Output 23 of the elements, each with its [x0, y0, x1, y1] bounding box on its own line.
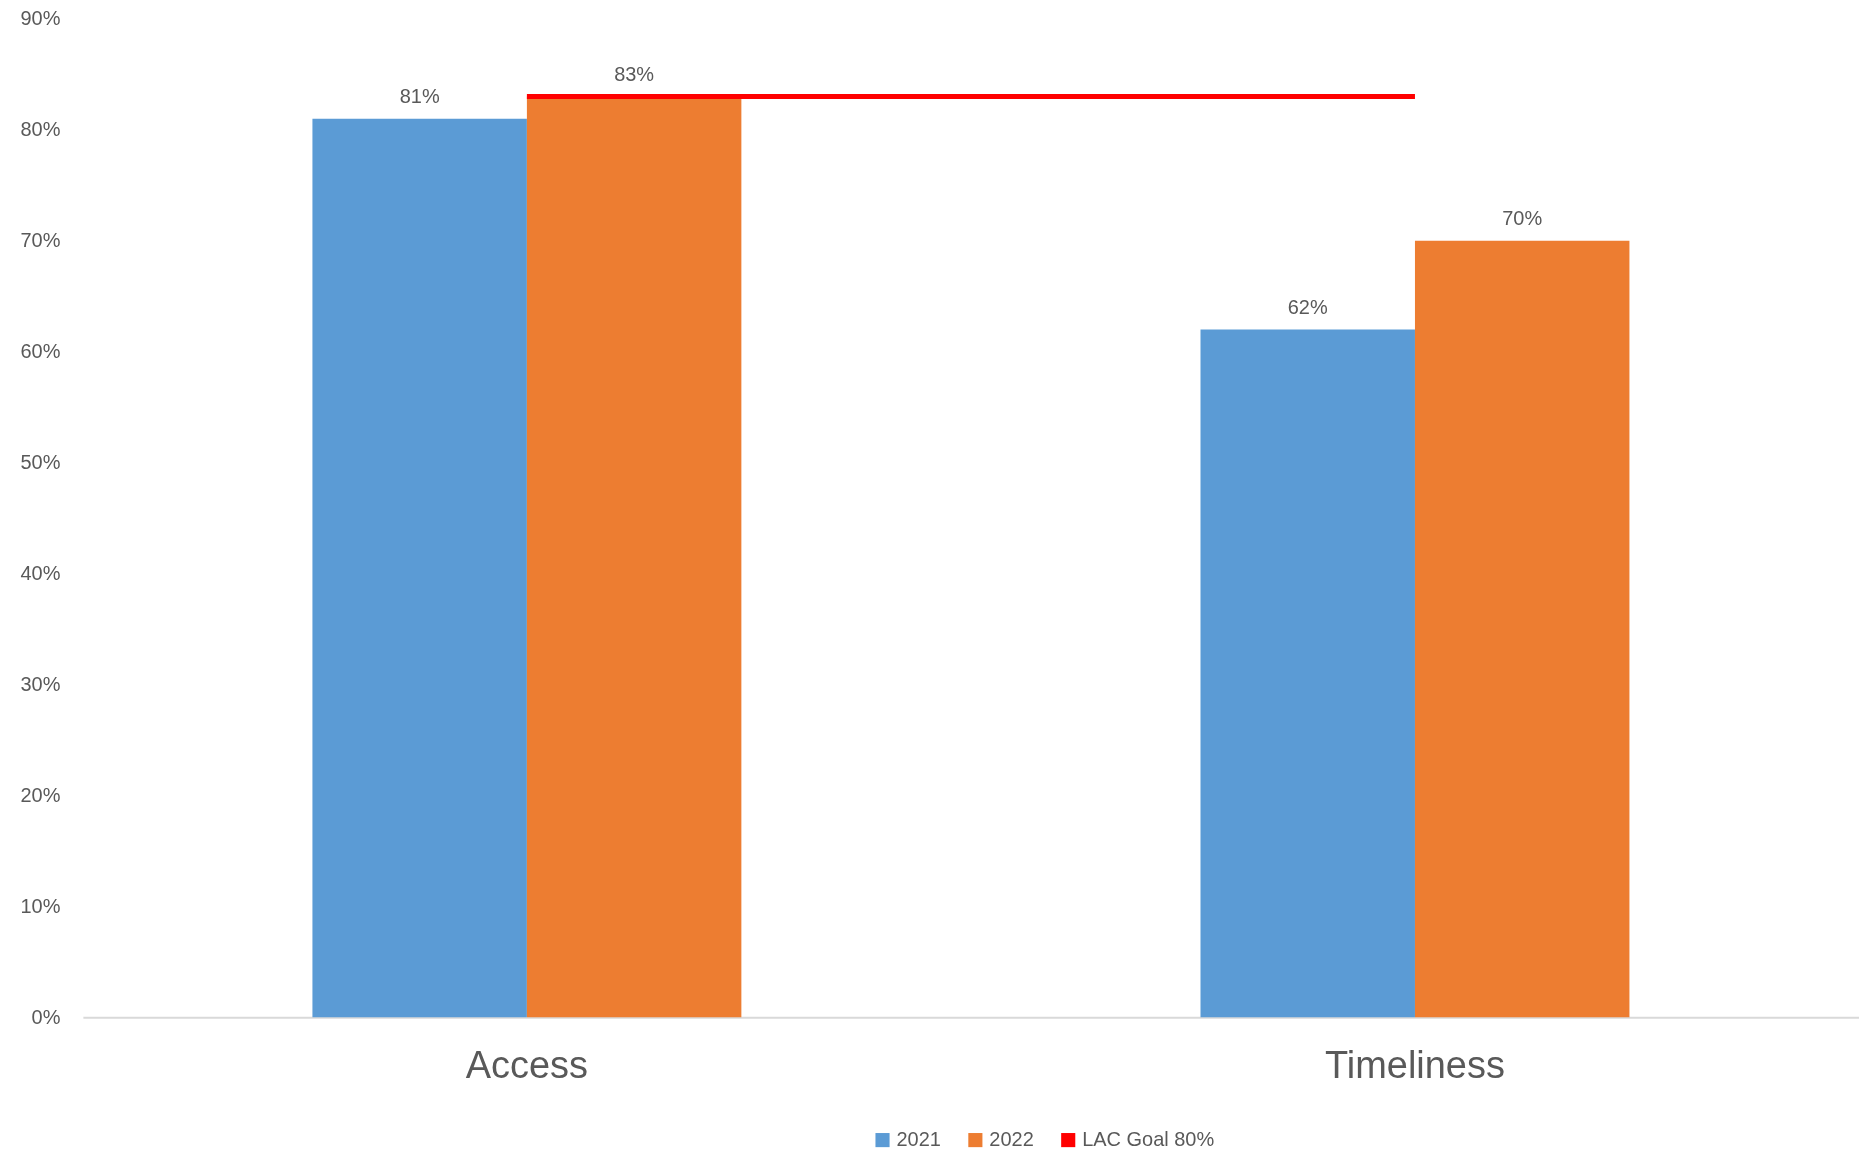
x-tick-label: Timeliness: [1325, 1043, 1505, 1086]
y-tick-label: 40%: [20, 562, 61, 585]
y-tick-label: 0%: [31, 1005, 61, 1028]
data-label: 62%: [1287, 295, 1328, 318]
y-tick-label: 80%: [20, 118, 61, 141]
y-tick-label: 30%: [20, 672, 61, 695]
data-label: 83%: [614, 62, 655, 85]
bar: [1200, 329, 1415, 1018]
y-tick-label: 60%: [20, 340, 61, 363]
legend-label: 2021: [896, 1128, 941, 1151]
y-tick-label: 10%: [20, 894, 61, 917]
data-label: 70%: [1502, 206, 1543, 229]
x-tick-label: Access: [465, 1043, 589, 1086]
legend-label: 2022: [989, 1128, 1034, 1151]
y-tick-label: 70%: [20, 229, 61, 252]
y-tick-label: 90%: [20, 7, 61, 30]
bar: [1414, 240, 1630, 1018]
bar: [312, 118, 527, 1018]
data-label: 81%: [399, 84, 440, 107]
legend-label: LAC Goal 80%: [1082, 1128, 1215, 1151]
y-tick-label: 20%: [20, 783, 61, 806]
bar: [526, 96, 742, 1018]
y-tick-label: 50%: [20, 451, 61, 474]
